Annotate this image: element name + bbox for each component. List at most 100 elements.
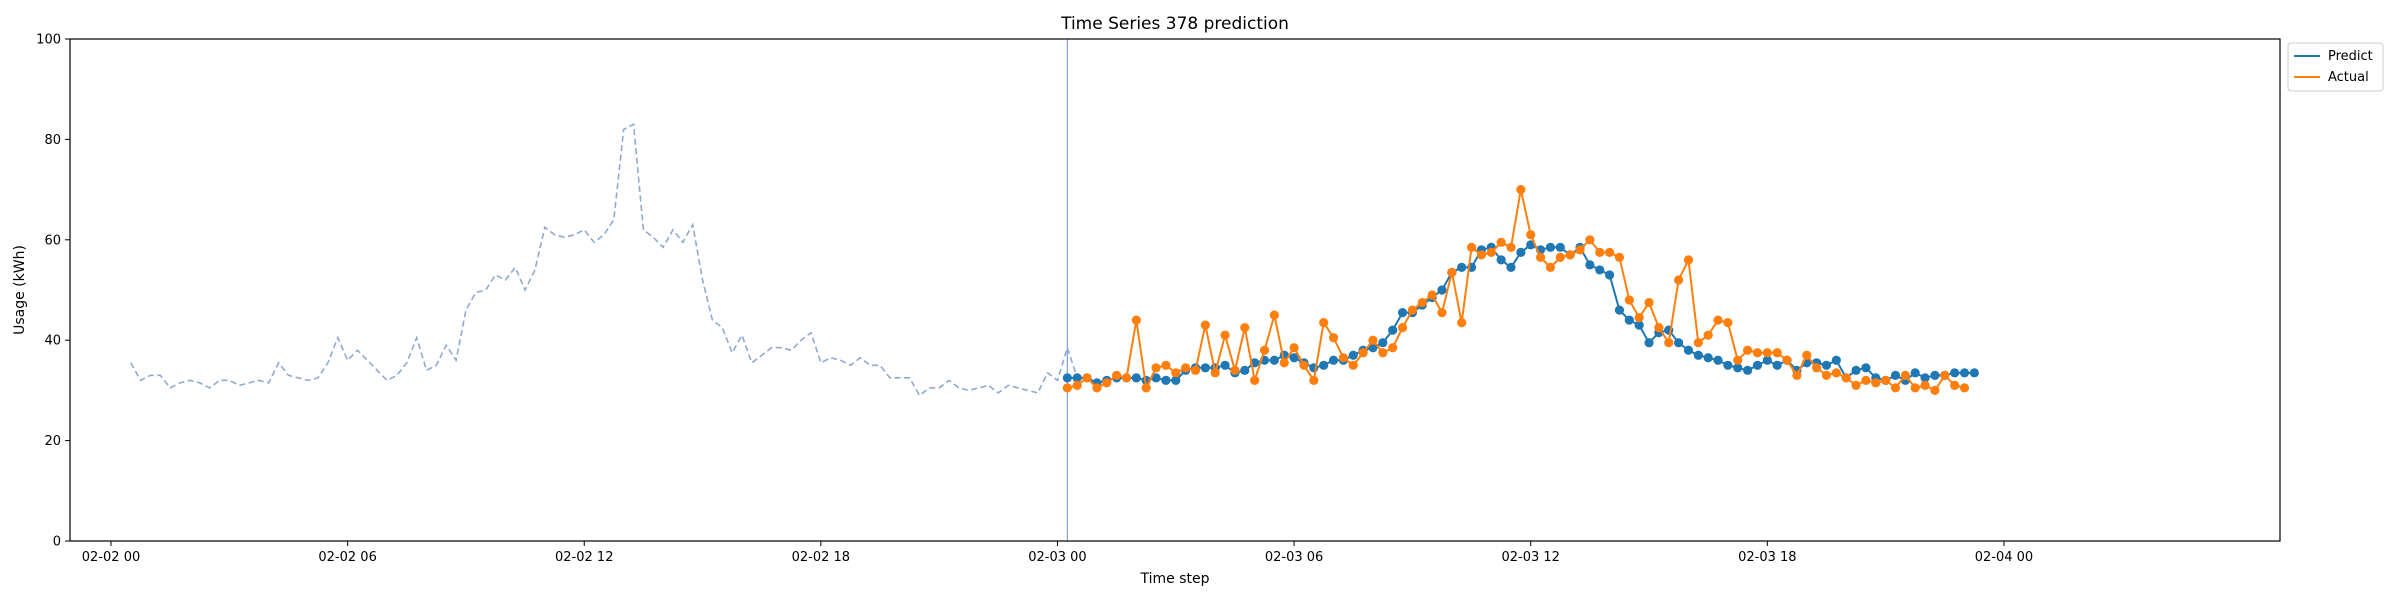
data-point-predict bbox=[1072, 373, 1082, 383]
data-point-actual bbox=[1614, 252, 1625, 262]
y-tick-label: 40 bbox=[44, 334, 61, 349]
data-point-actual bbox=[1240, 323, 1250, 333]
data-point-actual bbox=[1072, 380, 1082, 390]
x-tick-label: 02-03 12 bbox=[1501, 550, 1559, 565]
data-point-predict bbox=[1171, 375, 1181, 385]
data-point-actual bbox=[1920, 380, 1930, 390]
data-point-predict bbox=[1240, 365, 1250, 375]
data-point-actual bbox=[1900, 370, 1910, 380]
x-tick-label: 02-02 12 bbox=[555, 550, 613, 565]
data-point-actual bbox=[1506, 242, 1516, 252]
history-line bbox=[130, 123, 1078, 397]
data-point-actual bbox=[1397, 323, 1408, 333]
data-point-actual bbox=[1910, 383, 1920, 393]
data-point-actual bbox=[1713, 315, 1723, 325]
data-point-actual bbox=[1664, 338, 1674, 348]
data-point-predict bbox=[1496, 255, 1506, 265]
data-point-actual bbox=[1526, 230, 1536, 240]
data-point-predict bbox=[1950, 368, 1960, 378]
data-point-actual bbox=[1644, 297, 1654, 308]
data-point-predict bbox=[1910, 368, 1920, 378]
data-point-actual bbox=[1161, 360, 1171, 370]
data-point-actual bbox=[1959, 383, 1970, 393]
data-point-predict bbox=[1319, 360, 1329, 370]
data-point-predict bbox=[1851, 365, 1861, 375]
data-point-predict bbox=[1289, 353, 1299, 363]
data-point-actual bbox=[1841, 373, 1851, 383]
data-point-actual bbox=[1555, 252, 1565, 262]
data-point-actual bbox=[1269, 310, 1279, 320]
plot-frame bbox=[69, 38, 2281, 542]
data-point-predict bbox=[1151, 373, 1161, 383]
data-point-actual bbox=[1348, 360, 1358, 370]
data-point-predict bbox=[1545, 242, 1556, 252]
data-point-actual bbox=[1378, 348, 1388, 358]
data-point-actual bbox=[1210, 368, 1220, 378]
data-point-actual bbox=[1259, 345, 1270, 355]
data-point-actual bbox=[1200, 320, 1210, 330]
data-point-predict bbox=[1683, 345, 1694, 355]
data-point-actual bbox=[1466, 242, 1477, 252]
data-point-actual bbox=[1703, 330, 1713, 340]
data-point-actual bbox=[1516, 185, 1526, 195]
data-point-predict bbox=[1368, 343, 1378, 353]
data-point-actual bbox=[1871, 378, 1881, 388]
data-point-actual bbox=[1585, 235, 1595, 245]
data-point-predict bbox=[1388, 325, 1398, 335]
data-point-actual bbox=[1131, 315, 1141, 325]
data-point-predict bbox=[1772, 360, 1782, 370]
y-axis-label: Usage (kWh) bbox=[12, 245, 28, 335]
data-point-actual bbox=[1674, 275, 1684, 285]
data-point-actual bbox=[1535, 252, 1546, 262]
data-point-predict bbox=[1959, 368, 1970, 378]
x-tick-label: 02-02 00 bbox=[82, 550, 140, 565]
data-point-actual bbox=[1861, 375, 1871, 385]
data-point-predict bbox=[1930, 370, 1940, 380]
data-point-predict bbox=[1634, 320, 1644, 330]
data-point-actual bbox=[1782, 355, 1792, 365]
x-tick-label: 02-03 18 bbox=[1738, 550, 1796, 565]
data-point-predict bbox=[1713, 355, 1723, 365]
data-point-actual bbox=[1437, 307, 1447, 318]
data-point-actual bbox=[1575, 245, 1585, 255]
y-tick-label: 20 bbox=[44, 434, 61, 449]
data-point-predict bbox=[1506, 262, 1516, 273]
data-point-actual bbox=[1121, 373, 1132, 383]
x-tick-label: 02-02 18 bbox=[792, 550, 850, 565]
data-point-predict bbox=[1062, 373, 1072, 383]
data-point-actual bbox=[1821, 370, 1832, 380]
data-point-predict bbox=[1348, 350, 1358, 360]
data-point-predict bbox=[1614, 305, 1625, 315]
data-point-actual bbox=[1940, 370, 1950, 380]
data-point-predict bbox=[1861, 363, 1871, 373]
data-point-predict bbox=[1624, 315, 1634, 325]
data-point-predict bbox=[1743, 365, 1753, 375]
data-point-actual bbox=[1151, 363, 1161, 373]
data-point-actual bbox=[1881, 375, 1891, 385]
data-point-actual bbox=[1950, 380, 1960, 390]
data-point-actual bbox=[1279, 358, 1289, 368]
data-point-actual bbox=[1299, 360, 1309, 370]
legend: Predict Actual bbox=[2287, 42, 2384, 92]
data-point-actual bbox=[1890, 383, 1901, 393]
data-point-actual bbox=[1496, 237, 1506, 247]
data-point-actual bbox=[1851, 380, 1861, 390]
legend-label-actual: Actual bbox=[2328, 70, 2369, 85]
data-point-predict bbox=[1555, 242, 1565, 252]
data-point-actual bbox=[1693, 338, 1703, 348]
data-point-predict bbox=[1752, 360, 1763, 370]
data-point-actual bbox=[1733, 355, 1743, 365]
chart-title: Time Series 378 prediction bbox=[1060, 14, 1289, 34]
data-point-actual bbox=[1190, 365, 1201, 375]
data-point-actual bbox=[1802, 350, 1812, 360]
data-point-actual bbox=[1624, 295, 1634, 305]
legend-label-predict: Predict bbox=[2328, 49, 2373, 64]
data-point-predict bbox=[1831, 355, 1841, 365]
data-point-actual bbox=[1762, 348, 1772, 358]
data-point-actual bbox=[1092, 383, 1102, 393]
data-point-actual bbox=[1230, 365, 1240, 375]
data-point-actual bbox=[1792, 370, 1802, 380]
data-point-actual bbox=[1486, 247, 1496, 257]
data-point-predict bbox=[1516, 247, 1526, 257]
